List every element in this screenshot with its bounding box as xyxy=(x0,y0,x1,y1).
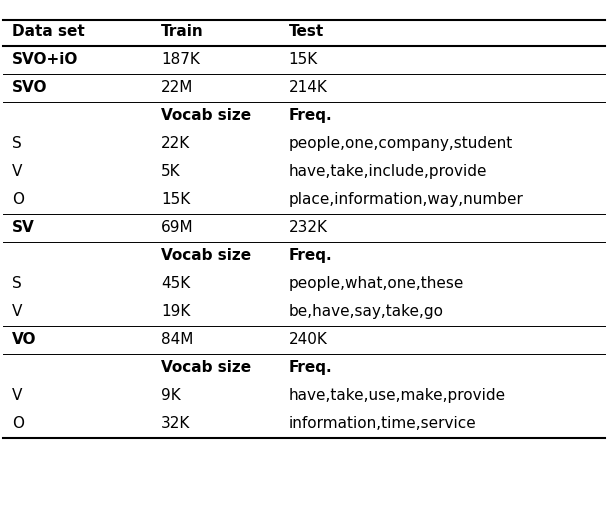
Text: 32K: 32K xyxy=(161,416,190,431)
Text: 214K: 214K xyxy=(289,80,328,95)
Text: 5K: 5K xyxy=(161,164,181,179)
Text: 22K: 22K xyxy=(161,136,190,151)
Text: 84M: 84M xyxy=(161,332,193,347)
Text: be,have,say,take,go: be,have,say,take,go xyxy=(289,304,444,319)
Text: SV: SV xyxy=(12,220,35,235)
Text: Vocab size: Vocab size xyxy=(161,248,251,263)
Text: 232K: 232K xyxy=(289,220,328,235)
Text: people,what,one,these: people,what,one,these xyxy=(289,276,464,291)
Text: 15K: 15K xyxy=(289,52,318,67)
Text: 240K: 240K xyxy=(289,332,328,347)
Text: S: S xyxy=(12,276,22,291)
Text: SVO: SVO xyxy=(12,80,47,95)
Text: Freq.: Freq. xyxy=(289,108,333,123)
Text: Freq.: Freq. xyxy=(289,248,333,263)
Text: have,take,include,provide: have,take,include,provide xyxy=(289,164,487,179)
Text: V: V xyxy=(12,304,22,319)
Text: V: V xyxy=(12,164,22,179)
Text: 45K: 45K xyxy=(161,276,190,291)
Text: Freq.: Freq. xyxy=(289,360,333,375)
Text: 9K: 9K xyxy=(161,388,181,403)
Text: 15K: 15K xyxy=(161,192,190,207)
Text: V: V xyxy=(12,388,22,403)
Text: have,take,use,make,provide: have,take,use,make,provide xyxy=(289,388,506,403)
Text: Test: Test xyxy=(289,24,324,39)
Text: O: O xyxy=(12,416,24,431)
Text: place,information,way,number: place,information,way,number xyxy=(289,192,523,207)
Text: information,time,service: information,time,service xyxy=(289,416,477,431)
Text: Train: Train xyxy=(161,24,204,39)
Text: 69M: 69M xyxy=(161,220,194,235)
Text: Vocab size: Vocab size xyxy=(161,108,251,123)
Text: S: S xyxy=(12,136,22,151)
Text: O: O xyxy=(12,192,24,207)
Text: Vocab size: Vocab size xyxy=(161,360,251,375)
Text: people,one,company,student: people,one,company,student xyxy=(289,136,513,151)
Text: 187K: 187K xyxy=(161,52,200,67)
Text: 19K: 19K xyxy=(161,304,190,319)
Text: SVO+iO: SVO+iO xyxy=(12,52,78,67)
Text: 22M: 22M xyxy=(161,80,193,95)
Text: Data set: Data set xyxy=(12,24,85,39)
Text: VO: VO xyxy=(12,332,36,347)
